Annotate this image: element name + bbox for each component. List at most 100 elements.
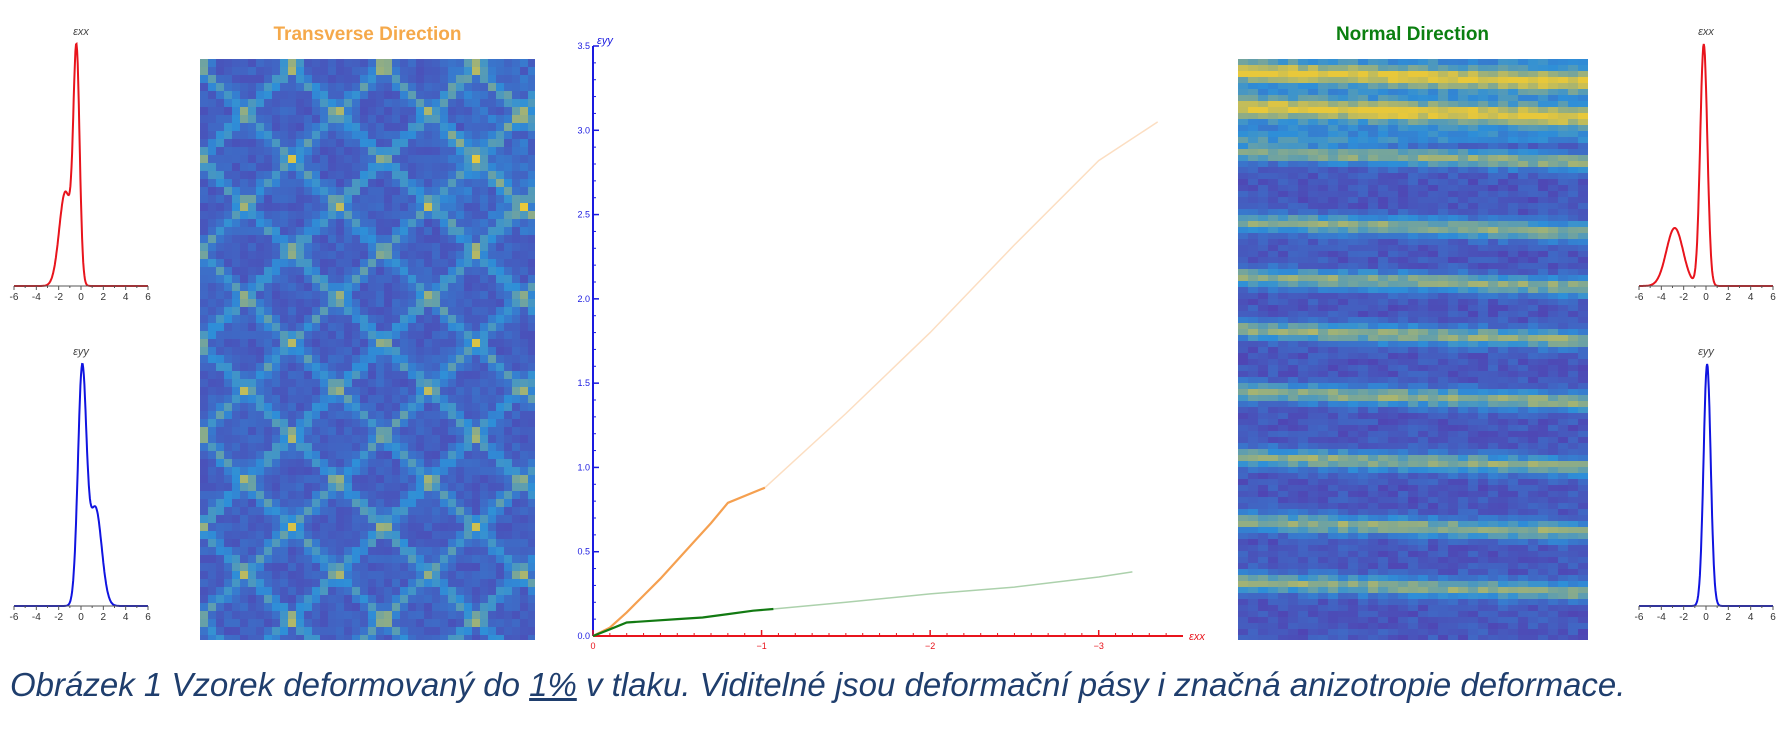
map-cell [1408, 245, 1419, 252]
map-cell [304, 475, 313, 484]
map-cell [240, 539, 249, 548]
map-cell [1538, 275, 1549, 282]
map-cell [384, 571, 393, 580]
map-cell [1498, 197, 1509, 204]
map-cell [408, 395, 417, 404]
map-cell [408, 571, 417, 580]
map-cell [1338, 263, 1349, 270]
map-cell [520, 555, 529, 564]
map-cell [464, 115, 473, 124]
map-cell [296, 627, 305, 636]
map-cell [1298, 83, 1309, 90]
map-cell [384, 59, 393, 68]
map-cell [248, 459, 257, 468]
map-cell [336, 507, 345, 516]
map-cell [1248, 221, 1259, 228]
map-cell [1358, 263, 1369, 270]
map-cell [256, 467, 265, 476]
map-cell [1258, 257, 1269, 264]
map-cell [376, 275, 385, 284]
map-cell [1238, 95, 1249, 102]
map-cell [520, 379, 529, 388]
map-cell [1488, 299, 1499, 306]
map-cell [360, 571, 369, 580]
map-cell [288, 219, 297, 228]
map-cell [1428, 119, 1439, 126]
map-cell [360, 99, 369, 108]
map-cell [1258, 167, 1269, 174]
map-cell [1468, 257, 1479, 264]
map-cell [1268, 305, 1279, 312]
map-cell [456, 243, 465, 252]
map-cell [384, 331, 393, 340]
map-cell [1318, 221, 1329, 228]
map-cell [240, 315, 249, 324]
map-cell [488, 539, 497, 548]
map-cell [392, 395, 401, 404]
map-cell [352, 235, 361, 244]
map-cell [1548, 191, 1559, 198]
map-cell [1448, 347, 1459, 354]
map-cell [336, 131, 345, 140]
map-cell [296, 323, 305, 332]
map-cell [1528, 275, 1539, 282]
y-tick-label: 3.5 [577, 41, 590, 51]
map-cell [1308, 161, 1319, 168]
map-cell [528, 299, 535, 308]
map-cell [256, 171, 265, 180]
map-cell [504, 283, 513, 292]
map-cell [304, 603, 313, 612]
map-cell [1468, 269, 1479, 276]
map-cell [456, 603, 465, 612]
map-cell [376, 459, 385, 468]
map-cell [1308, 257, 1319, 264]
map-cell [1568, 89, 1579, 96]
map-cell [440, 315, 449, 324]
map-cell [456, 299, 465, 308]
map-cell [408, 451, 417, 460]
map-cell [464, 371, 473, 380]
map-cell [528, 371, 535, 380]
map-cell [1308, 59, 1319, 66]
map-cell [1238, 323, 1249, 330]
map-cell [296, 571, 305, 580]
map-cell [312, 91, 321, 100]
map-cell [400, 347, 409, 356]
map-cell [416, 99, 425, 108]
map-cell [1338, 131, 1349, 138]
left-eyy-label: εyy [73, 346, 90, 358]
map-cell [1318, 101, 1329, 108]
map-cell [208, 155, 217, 164]
map-cell [432, 307, 441, 316]
map-cell [1418, 59, 1429, 66]
map-cell [1518, 275, 1529, 282]
map-cell [312, 587, 321, 596]
map-cell [336, 147, 345, 156]
map-cell [288, 483, 297, 492]
map-cell [424, 595, 433, 604]
map-cell [240, 99, 249, 108]
map-cell [1318, 137, 1329, 144]
map-cell [280, 595, 289, 604]
map-cell [224, 163, 233, 172]
map-cell [216, 587, 225, 596]
map-cell [328, 443, 337, 452]
map-cell [328, 451, 337, 460]
map-cell [1518, 257, 1529, 264]
map-cell [384, 251, 393, 260]
map-cell [448, 603, 457, 612]
map-cell [256, 155, 265, 164]
map-cell [1418, 275, 1429, 282]
map-cell [344, 411, 353, 420]
map-cell [400, 83, 409, 92]
map-cell [1438, 131, 1449, 138]
map-cell [1358, 119, 1369, 126]
map-cell [1248, 125, 1259, 132]
map-cell [352, 475, 361, 484]
map-cell [488, 507, 497, 516]
map-cell [464, 387, 473, 396]
map-cell [360, 163, 369, 172]
map-cell [440, 179, 449, 188]
map-cell [208, 619, 217, 628]
map-cell [248, 267, 257, 276]
